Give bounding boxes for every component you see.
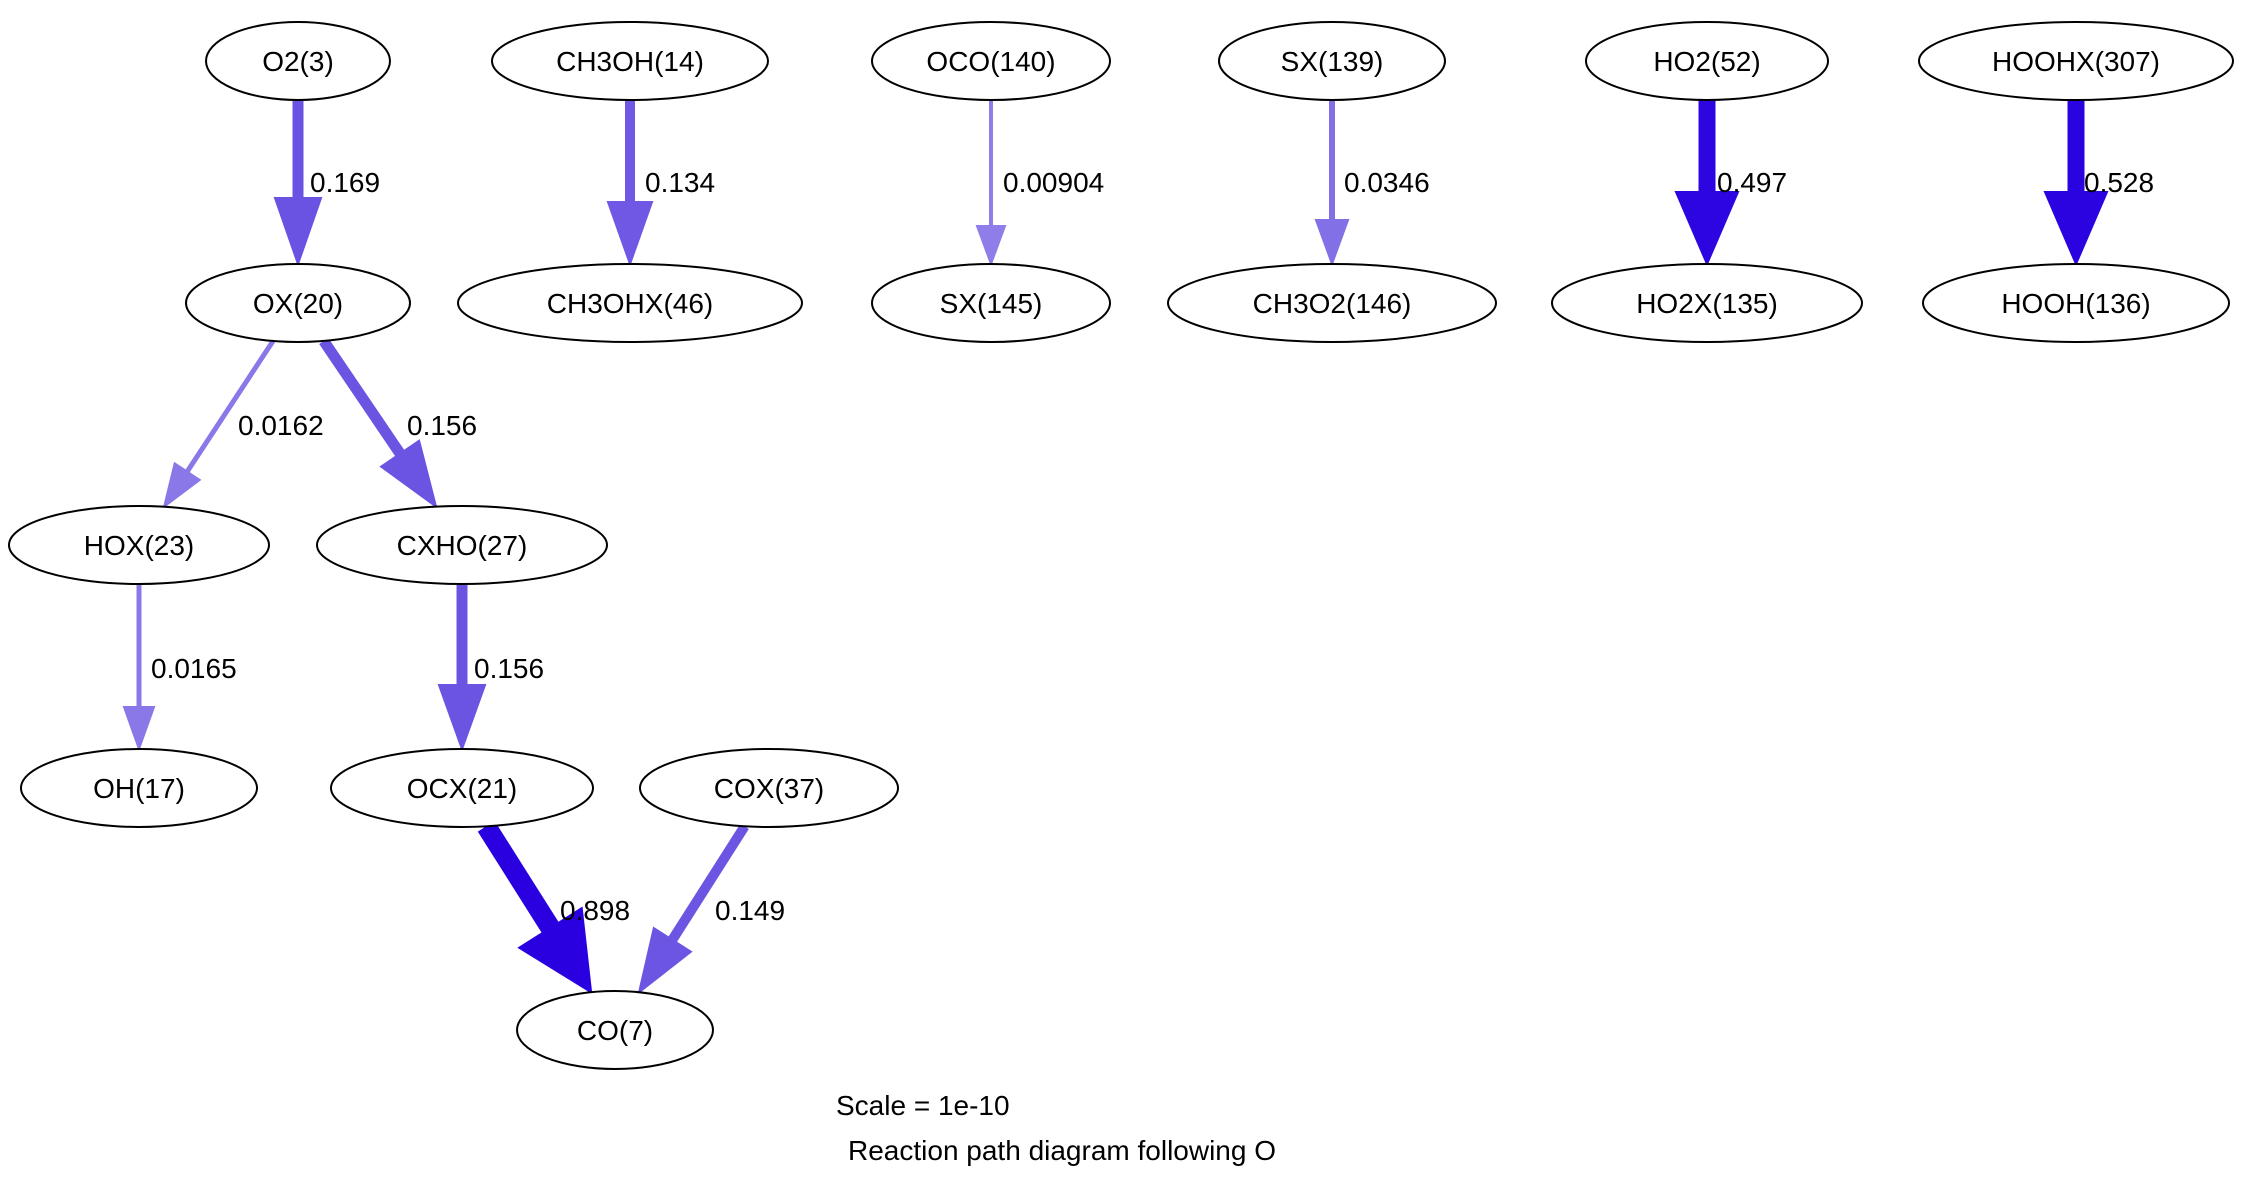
node-label: SX(139) <box>1281 46 1384 77</box>
edge-ox-to-cxho: 0.156 <box>319 337 477 510</box>
node-label: SX(145) <box>940 288 1043 319</box>
edge-value-label: 0.00904 <box>1003 167 1104 198</box>
node-label: HOOHX(307) <box>1992 46 2160 77</box>
edge-arrowhead <box>637 926 693 995</box>
edge-ocx-to-co: 0.898 <box>477 820 630 995</box>
node-ellipse <box>20 748 258 828</box>
node-oh-17: OH(17) <box>20 748 258 828</box>
edge-arrowhead <box>606 201 654 267</box>
edge-arrowhead <box>1314 219 1350 267</box>
node-label: OH(17) <box>93 773 185 804</box>
node-label: HO2X(135) <box>1636 288 1778 319</box>
node-ellipse <box>205 21 391 101</box>
node-ho2-52: HO2(52) <box>1585 21 1829 101</box>
node-label: CXHO(27) <box>397 530 528 561</box>
node-ellipse <box>516 990 714 1070</box>
edge-line <box>667 823 749 945</box>
node-label: OX(20) <box>253 288 343 319</box>
node-co-7: CO(7) <box>516 990 714 1070</box>
node-ch3ohx-46: CH3OHX(46) <box>457 263 803 343</box>
edge-o2-to-ox: 0.169 <box>273 100 380 268</box>
edge-cxho-to-ocx: 0.156 <box>437 584 544 752</box>
node-ellipse <box>185 263 411 343</box>
node-ellipse <box>1167 263 1497 343</box>
edge-value-label: 0.169 <box>310 167 380 198</box>
nodes: O2(3) CH3OH(14) OCO(140) SX(139) HO2(52) HOOH… <box>8 21 2234 1070</box>
edge-arrowhead <box>2043 191 2109 267</box>
node-label: HOOH(136) <box>2001 288 2150 319</box>
node-ellipse <box>457 263 803 343</box>
node-label: OCX(21) <box>407 773 517 804</box>
node-o2-3: O2(3) <box>205 21 391 101</box>
edge-ox-to-hox: 0.0162 <box>162 339 324 510</box>
node-label: CO(7) <box>577 1015 653 1046</box>
node-ellipse <box>871 263 1111 343</box>
node-oco-140: OCO(140) <box>871 21 1111 101</box>
edge-arrowhead <box>1674 191 1740 267</box>
node-hooh-136: HOOH(136) <box>1922 263 2230 343</box>
edge-value-label: 0.528 <box>2084 167 2154 198</box>
edge-arrowhead <box>273 197 323 268</box>
edge-line <box>319 337 406 459</box>
node-ellipse <box>491 21 769 101</box>
node-ellipse <box>8 505 270 585</box>
edge-value-label: 0.149 <box>715 895 785 926</box>
edge-ch3oh-to-ch3ohx: 0.134 <box>606 100 715 267</box>
node-ellipse <box>1585 21 1829 101</box>
node-ch3o2-146: CH3O2(146) <box>1167 263 1497 343</box>
edge-value-label: 0.156 <box>407 410 477 441</box>
node-ellipse <box>316 505 608 585</box>
edge-value-label: 0.156 <box>474 653 544 684</box>
edge-arrowhead <box>122 706 156 752</box>
edge-cox-to-co: 0.149 <box>637 823 785 995</box>
node-cox-37: COX(37) <box>639 748 899 828</box>
edge-sx139-to-ch3o2: 0.0346 <box>1314 100 1430 267</box>
edge-value-label: 0.497 <box>1717 167 1787 198</box>
edge-arrowhead <box>379 439 438 510</box>
node-sx-145: SX(145) <box>871 263 1111 343</box>
edge-hox-to-oh: 0.0165 <box>122 584 237 752</box>
node-hox-23: HOX(23) <box>8 505 270 585</box>
node-label: CH3OHX(46) <box>547 288 713 319</box>
node-ellipse <box>871 21 1111 101</box>
edge-arrowhead <box>162 461 202 510</box>
node-ellipse <box>1551 263 1863 343</box>
scale-caption: Scale = 1e-10 <box>836 1090 1010 1121</box>
node-ellipse <box>330 748 594 828</box>
edge-value-label: 0.0162 <box>238 410 324 441</box>
node-ellipse <box>1918 21 2234 101</box>
edge-value-label: 0.0165 <box>151 653 237 684</box>
node-label: CH3OH(14) <box>556 46 704 77</box>
node-label: HOX(23) <box>84 530 194 561</box>
node-ellipse <box>1218 21 1446 101</box>
diagram-subtitle: Reaction path diagram following O <box>848 1135 1276 1166</box>
node-sx-139: SX(139) <box>1218 21 1446 101</box>
edge-oco-to-sx145: 0.00904 <box>975 100 1104 267</box>
edge-value-label: 0.134 <box>645 167 715 198</box>
node-label: OCO(140) <box>926 46 1055 77</box>
edge-line <box>184 339 276 475</box>
edge-line <box>477 820 560 935</box>
node-ellipse <box>1922 263 2230 343</box>
edge-value-label: 0.898 <box>560 895 630 926</box>
node-ellipse <box>639 748 899 828</box>
edge-ho2-to-ho2x: 0.497 <box>1674 100 1787 267</box>
node-label: CH3O2(146) <box>1253 288 1412 319</box>
node-ox-20: OX(20) <box>185 263 411 343</box>
edge-arrowhead <box>437 684 487 752</box>
node-hoohx-307: HOOHX(307) <box>1918 21 2234 101</box>
edges: 0.169 0.134 0.00904 0.0346 0.497 0.528 0.0162 0… <box>122 100 2154 995</box>
edge-hoohx-to-hooh: 0.528 <box>2043 100 2154 267</box>
node-ocx-21: OCX(21) <box>330 748 594 828</box>
node-label: HO2(52) <box>1653 46 1760 77</box>
node-label: COX(37) <box>714 773 824 804</box>
node-ho2x-135: HO2X(135) <box>1551 263 1863 343</box>
edge-value-label: 0.0346 <box>1344 167 1430 198</box>
node-ch3oh-14: CH3OH(14) <box>491 21 769 101</box>
edge-arrowhead <box>517 906 593 995</box>
node-label: O2(3) <box>262 46 334 77</box>
node-cxho-27: CXHO(27) <box>316 505 608 585</box>
edge-arrowhead <box>975 225 1007 267</box>
